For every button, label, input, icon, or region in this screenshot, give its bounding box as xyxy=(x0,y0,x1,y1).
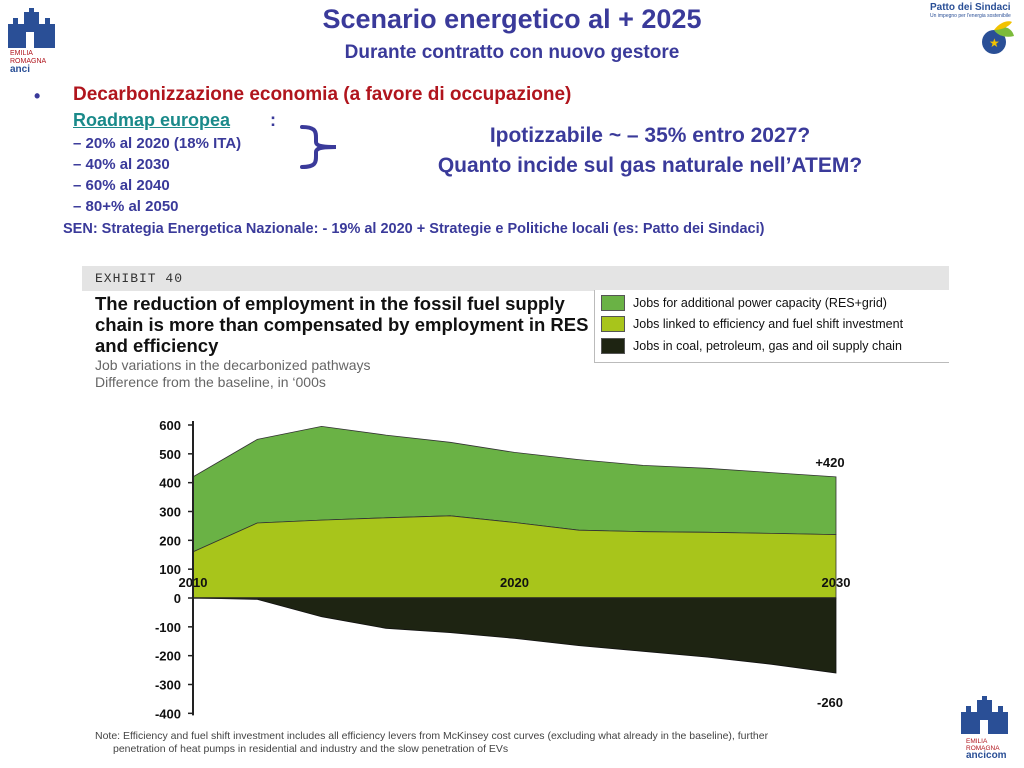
patto-emblem-icon: ★ xyxy=(982,21,1014,54)
exhibit-label: EXHIBIT 40 xyxy=(95,271,184,286)
patto-tagline: Un impegno per l'energia sostenibile xyxy=(930,13,1011,19)
slide-subtitle: Durante contratto con nuovo gestore xyxy=(344,42,680,63)
legend-swatch-fossil xyxy=(601,338,625,354)
exhibit-header-bar xyxy=(82,266,949,291)
svg-text:★: ★ xyxy=(989,36,1000,50)
y-tick-label: -200 xyxy=(155,649,181,664)
legend-label: Jobs in coal, petroleum, gas and oil sup… xyxy=(633,339,902,353)
annotation-bottom: -260 xyxy=(817,695,843,710)
ancicom-logo xyxy=(961,696,1008,734)
sen-strategy-line: SEN: Strategia Energetica Nazionale: - 1… xyxy=(63,221,765,237)
x-tick-label: 2020 xyxy=(500,575,529,590)
y-tick-label: -300 xyxy=(155,678,181,693)
chart-subtitle-1: Job variations in the decarbonized pathw… xyxy=(95,357,371,373)
emilia-romagna-anci-logo xyxy=(8,8,55,48)
chart-legend: Jobs for additional power capacity (RES+… xyxy=(594,290,949,363)
y-tick-label: 500 xyxy=(159,447,181,462)
y-tick-label: 200 xyxy=(159,533,181,548)
legend-label: Jobs for additional power capacity (RES+… xyxy=(633,296,887,310)
area-fossil xyxy=(192,597,837,674)
y-tick-label: -400 xyxy=(155,706,181,721)
roadmap-item: – 80+% al 2050 xyxy=(73,198,179,215)
chart-subtitle-2: Difference from the baseline, in ‘000s xyxy=(95,374,326,390)
roadmap-link[interactable]: Roadmap europea xyxy=(73,110,231,130)
roadmap-item: – 20% al 2020 (18% ITA) xyxy=(73,135,242,152)
y-tick-label: 100 xyxy=(159,562,181,577)
legend-item: Jobs for additional power capacity (RES+… xyxy=(601,294,887,312)
y-tick-label: -100 xyxy=(155,620,181,635)
note-line-1: Note: Efficiency and fuel shift investme… xyxy=(95,730,769,742)
chart-title: The reduction of employment in the fossi… xyxy=(95,293,589,356)
bottom-logo-text: EMILIA ROMAGNA ancicom xyxy=(966,738,1007,761)
legend-item: Jobs linked to efficiency and fuel shift… xyxy=(601,315,903,333)
left-logo-text: EMILIA ROMAGNA anci xyxy=(10,50,47,75)
y-tick-label: 600 xyxy=(159,418,181,433)
x-tick-label: 2010 xyxy=(179,575,208,590)
legend-item: Jobs in coal, petroleum, gas and oil sup… xyxy=(601,337,902,355)
bullet-marker: • xyxy=(34,86,41,106)
right-brace-icon xyxy=(300,125,337,169)
bullet-decarbonization: Decarbonizzazione economia (a favore di … xyxy=(73,84,572,105)
y-tick-label: 300 xyxy=(159,505,181,520)
legend-swatch-efficiency xyxy=(601,316,625,332)
y-tick-label: 0 xyxy=(174,591,181,606)
hypothesis-line-1: Ipotizzabile ~ – 35% entro 2027? xyxy=(489,124,811,147)
roadmap-item: – 40% al 2030 xyxy=(73,156,170,173)
hypothesis-line-2: Quanto incide sul gas naturale nell’ATEM… xyxy=(437,154,863,177)
legend-label: Jobs linked to efficiency and fuel shift… xyxy=(633,317,904,331)
slide-title: Scenario energetico al + 2025 xyxy=(322,4,702,34)
chart-note: Note: Efficiency and fuel shift investme… xyxy=(95,730,945,756)
roadmap-item: – 60% al 2040 xyxy=(73,177,170,194)
patto-title: Patto dei Sindaci xyxy=(930,2,1011,13)
note-line-2: penetration of heat pumps in residential… xyxy=(113,743,509,755)
x-tick-label: 2030 xyxy=(822,575,851,590)
roadmap-colon: : xyxy=(270,110,276,130)
legend-swatch-res xyxy=(601,295,625,311)
y-tick-label: 400 xyxy=(159,476,181,491)
annotation-top: +420 xyxy=(815,455,844,470)
